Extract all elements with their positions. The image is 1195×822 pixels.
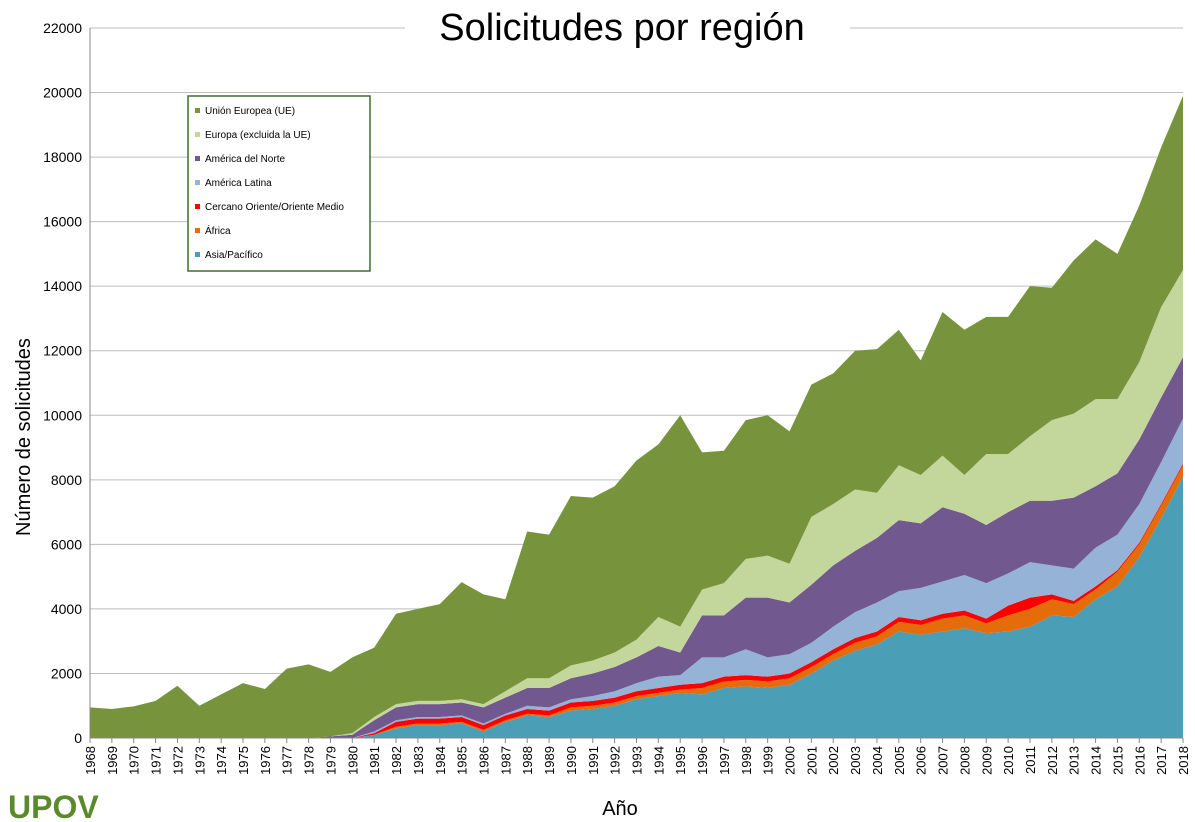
- x-tick-label: 1984: [433, 746, 448, 775]
- x-tick-label: 2009: [979, 746, 994, 775]
- area: [90, 95, 1183, 739]
- y-tick-label: 14000: [43, 278, 82, 294]
- y-tick-label: 18000: [43, 149, 82, 165]
- y-tick-label: 6000: [51, 536, 82, 552]
- areas: [90, 95, 1183, 739]
- x-tick-label: 1973: [192, 746, 207, 775]
- x-tick-label: 1995: [673, 746, 688, 775]
- x-tick-label: 1977: [280, 746, 295, 775]
- legend-box: [187, 95, 371, 272]
- x-tick-label: 2004: [870, 746, 885, 775]
- x-tick-label: 1982: [389, 746, 404, 775]
- legend-label: América Latina: [205, 178, 272, 189]
- y-tick-label: 22000: [43, 20, 82, 36]
- y-axis-label: Número de solicitudes: [13, 338, 35, 536]
- y-tick-label: 16000: [43, 214, 82, 230]
- x-tick-label: 1978: [302, 746, 317, 775]
- x-tick-label: 2015: [1110, 746, 1125, 775]
- legend-swatch: [195, 156, 200, 161]
- x-tick-label: 1992: [608, 746, 623, 775]
- y-tick-label: 8000: [51, 472, 82, 488]
- x-tick-label: 2017: [1154, 746, 1169, 775]
- x-tick-label: 1987: [498, 746, 513, 775]
- legend-label: América del Norte: [205, 154, 285, 165]
- x-tick-label: 1969: [105, 746, 120, 775]
- x-tick-label: 1974: [214, 746, 229, 775]
- area: [90, 418, 1183, 738]
- legend-swatch: [195, 132, 200, 137]
- x-tick-label: 1999: [761, 746, 776, 775]
- x-tick-label: 2006: [914, 746, 929, 775]
- x-tick-label: 2013: [1067, 746, 1082, 775]
- y-tick-label: 20000: [43, 85, 82, 101]
- area: [90, 270, 1183, 738]
- legend-label: Unión Europea (UE): [205, 106, 295, 117]
- x-tick-label: 1990: [564, 746, 579, 775]
- x-tick-label: 1998: [739, 746, 754, 775]
- x-tick-label: 1988: [520, 746, 535, 775]
- x-tick-label: 2016: [1132, 746, 1147, 775]
- x-tick-label: 2018: [1176, 746, 1191, 775]
- title-background: [405, 2, 850, 52]
- x-tick-label: 1968: [83, 746, 98, 775]
- x-tick-label: 2000: [783, 746, 798, 775]
- x-tick-label: 1991: [586, 746, 601, 775]
- x-axis-label: Año: [602, 798, 638, 820]
- legend-swatch: [195, 204, 200, 209]
- x-tick-label: 1981: [367, 746, 382, 775]
- x-tick-label: 2007: [936, 746, 951, 775]
- x-tick-label: 1989: [542, 746, 557, 775]
- legend-swatch: [195, 252, 200, 257]
- x-tick-label: 1972: [170, 746, 185, 775]
- axes: 0 2000 4000 6000 8000 10000 12000 14000 16000 180…: [43, 20, 1191, 775]
- x-tick-label: 2012: [1045, 746, 1060, 775]
- x-tick-label: 1983: [411, 746, 426, 775]
- legend-label: África: [205, 224, 231, 237]
- x-tick-label: 1986: [476, 746, 491, 775]
- x-tick-label: 1970: [127, 746, 142, 775]
- y-tick-label: 10000: [43, 407, 82, 423]
- legend-label: Cercano Oriente/Oriente Medio: [205, 202, 344, 213]
- legend: Unión Europea (UE) Europa (excluida la UE…: [187, 95, 371, 272]
- x-tick-label: 2001: [804, 746, 819, 775]
- x-tick-label: 1980: [345, 746, 360, 775]
- x-tick-label: 2008: [957, 746, 972, 775]
- chart-title: Solicitudes por región: [439, 7, 804, 49]
- logo: UPOV: [8, 789, 99, 822]
- y-tick-label: 12000: [43, 343, 82, 359]
- x-tick-label: 1971: [149, 746, 164, 775]
- legend-swatch: [195, 180, 200, 185]
- x-tick-label: 1979: [323, 746, 338, 775]
- x-tick-label: 2010: [1001, 746, 1016, 775]
- y-tick-label: 0: [74, 730, 82, 746]
- legend-swatch: [195, 228, 200, 233]
- x-tick-label: 1994: [651, 746, 666, 775]
- legend-swatch: [195, 108, 200, 113]
- x-tick-label: 2005: [892, 746, 907, 775]
- y-tick-label: 4000: [51, 601, 82, 617]
- legend-label: Asia/Pacífico: [205, 250, 263, 261]
- x-tick-label: 2003: [848, 746, 863, 775]
- area: [90, 357, 1183, 738]
- legend-label: Europa (excluida la UE): [205, 130, 311, 141]
- x-tick-label: 2014: [1089, 746, 1104, 775]
- y-tick-label: 2000: [51, 665, 82, 681]
- x-tick-label: 1996: [695, 746, 710, 775]
- x-tick-label: 1993: [630, 746, 645, 775]
- x-tick-label: 1976: [258, 746, 273, 775]
- x-tick-label: 2002: [826, 746, 841, 775]
- x-tick-label: 2011: [1023, 746, 1038, 774]
- area: [90, 476, 1183, 738]
- x-tick-label: 1975: [236, 746, 251, 775]
- x-tick-label: 1997: [717, 746, 732, 775]
- x-tick-label: 1985: [455, 746, 470, 775]
